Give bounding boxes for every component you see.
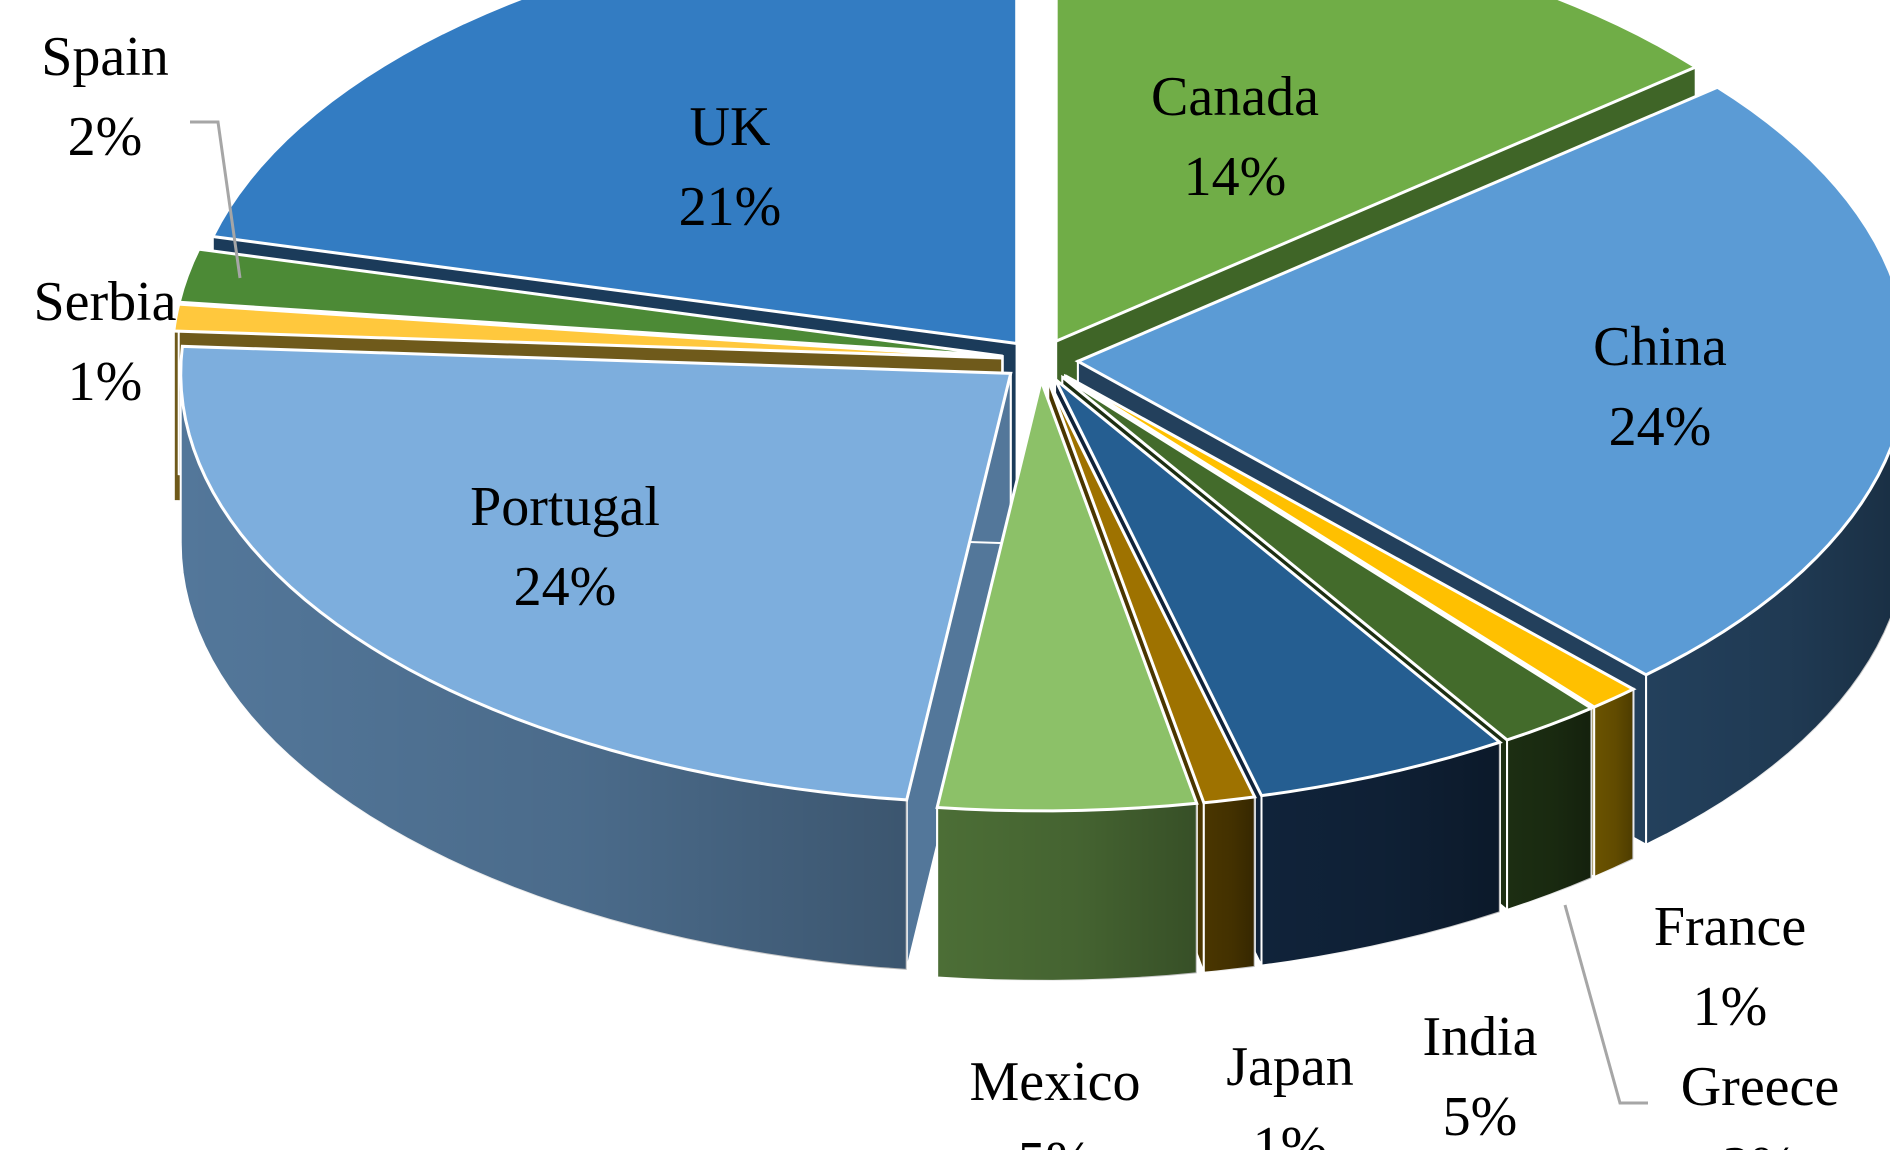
data-label-france: France 1% <box>1654 896 1806 1038</box>
slice-outer-shade-greece <box>1507 708 1592 910</box>
slice-spain <box>177 247 1003 358</box>
data-label-name-france: France <box>1654 896 1806 958</box>
slice-france <box>1064 374 1637 709</box>
data-label-percent-uk: 21% <box>679 176 782 238</box>
data-label-name-mexico: Mexico <box>969 1051 1140 1113</box>
slice-serbia <box>172 302 1003 360</box>
data-label-uk: UK 21% <box>679 96 782 238</box>
slice-canada <box>1054 0 1699 344</box>
data-label-name-portugal: Portugal <box>470 476 660 538</box>
data-label-serbia: Serbia 1% <box>33 271 176 413</box>
slice-tops <box>172 0 1890 813</box>
data-label-spain: Spain 2% <box>41 26 169 168</box>
data-label-name-serbia: Serbia <box>33 271 176 333</box>
data-label-percent-spain: 2% <box>68 106 143 168</box>
data-label-india: India 5% <box>1422 1006 1537 1148</box>
slice-mexico <box>935 375 1199 813</box>
data-label-percent-greece: 2% <box>1723 1136 1798 1150</box>
slice-outer-shade-mexico <box>937 803 1197 981</box>
slice-uk <box>210 0 1019 346</box>
data-label-mexico: Mexico 5% <box>969 1051 1140 1150</box>
data-label-percent-portugal: 24% <box>514 556 617 618</box>
slice-outer-shade-india <box>1261 742 1500 966</box>
data-label-name-canada: Canada <box>1151 66 1319 128</box>
data-label-name-india: India <box>1422 1006 1537 1068</box>
data-label-portugal: Portugal 24% <box>470 476 660 618</box>
slice-outer-shade-japan <box>1203 796 1255 973</box>
leader-line-spain <box>190 120 242 279</box>
data-label-name-china: China <box>1593 316 1727 378</box>
data-label-percent-india: 5% <box>1443 1086 1518 1148</box>
slice-japan <box>1046 379 1257 805</box>
slice-china <box>1074 85 1890 677</box>
leader-line-greece <box>1563 904 1648 1105</box>
data-label-greece: Greece 2% <box>1681 1056 1840 1150</box>
slice-portugal <box>179 344 1013 802</box>
data-label-name-greece: Greece <box>1681 1056 1840 1118</box>
data-label-china: China 24% <box>1593 316 1727 458</box>
slice-outer-shade-china <box>1646 450 1890 845</box>
slice-greece <box>1061 375 1595 742</box>
data-label-canada: Canada 14% <box>1151 66 1319 208</box>
data-label-name-japan: Japan <box>1226 1036 1354 1098</box>
data-label-name-uk: UK <box>690 96 771 158</box>
data-label-percent-france: 1% <box>1693 976 1768 1038</box>
slice-india <box>1053 378 1503 798</box>
data-label-percent-serbia: 1% <box>68 351 143 413</box>
slice-outer-shade-france <box>1594 689 1634 877</box>
slice-labels: Canada 14% China 24% France 1% Greece 2% India 5%… <box>33 26 1839 1150</box>
data-label-percent-canada: 14% <box>1184 146 1287 208</box>
data-label-percent-mexico: 5% <box>1018 1131 1093 1150</box>
leader-lines <box>190 120 1648 1105</box>
data-label-percent-china: 24% <box>1609 396 1712 458</box>
data-label-japan: Japan 1% <box>1226 1036 1354 1150</box>
data-label-percent-japan: 1% <box>1253 1116 1328 1150</box>
slice-outer-shade-portugal <box>180 373 907 970</box>
data-label-name-spain: Spain <box>41 26 169 88</box>
